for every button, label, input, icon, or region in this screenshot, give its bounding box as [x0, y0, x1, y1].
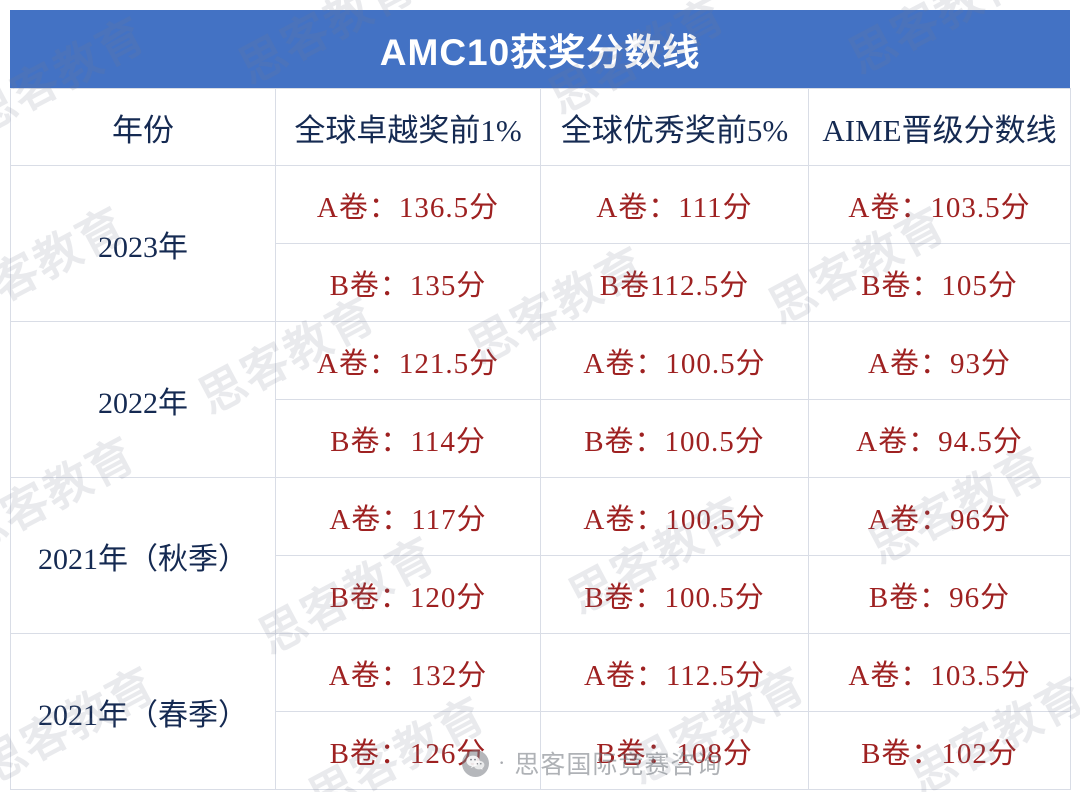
score-cell-distinction: B卷112.5分 — [540, 243, 809, 322]
table-row: 2023年 A卷：136.5分 A卷：111分 A卷：103.5分 — [10, 165, 1071, 322]
score-cell-aime: A卷：96分 — [808, 477, 1071, 556]
score-line-table: 年份 全球卓越奖前1% 全球优秀奖前5% AIME晋级分数线 2023年 A卷：… — [10, 88, 1071, 790]
score-cell-aime: A卷：94.5分 — [808, 399, 1071, 478]
page-title: AMC10获奖分数线 — [379, 32, 701, 73]
score-cell-distinction: B卷：100.5分 — [540, 555, 809, 634]
score-cell-excellence: B卷：114分 — [275, 399, 541, 478]
score-cell-excellence: A卷：132分 — [275, 633, 541, 712]
score-cell-aime: B卷：105分 — [808, 243, 1071, 322]
score-cell-excellence: B卷：126分 — [275, 711, 541, 790]
score-cell-aime: B卷：102分 — [808, 711, 1071, 790]
table-row: B卷：135分 B卷112.5分 B卷：105分 — [11, 243, 1071, 322]
score-cell-aime: A卷：103.5分 — [808, 165, 1071, 244]
table-header-row: 年份 全球卓越奖前1% 全球优秀奖前5% AIME晋级分数线 — [10, 88, 1071, 166]
table-row: 2022年 A卷：121.5分 A卷：100.5分 A卷：93分 — [10, 321, 1071, 478]
column-header-excellence: 全球卓越奖前1% — [275, 88, 541, 166]
score-cell-distinction: A卷：111分 — [540, 165, 809, 244]
year-label: 2022年 — [10, 321, 276, 478]
table-row: B卷：126分 B卷：108分 B卷：102分 — [11, 711, 1071, 790]
column-header-distinction: 全球优秀奖前5% — [540, 88, 809, 166]
column-header-aime: AIME晋级分数线 — [808, 88, 1071, 166]
score-cell-aime: B卷：96分 — [808, 555, 1071, 634]
score-cell-distinction: B卷：108分 — [540, 711, 809, 790]
score-cell-distinction: A卷：100.5分 — [540, 321, 809, 400]
score-cell-aime: A卷：93分 — [808, 321, 1071, 400]
column-header-year: 年份 — [10, 88, 276, 166]
score-cell-excellence: B卷：135分 — [275, 243, 541, 322]
score-cell-excellence: A卷：136.5分 — [275, 165, 541, 244]
title-banner: AMC10获奖分数线 — [10, 10, 1070, 88]
score-cell-aime: A卷：103.5分 — [808, 633, 1071, 712]
score-cell-distinction: B卷：100.5分 — [540, 399, 809, 478]
score-cell-distinction: A卷：112.5分 — [540, 633, 809, 712]
score-cell-excellence: A卷：117分 — [275, 477, 541, 556]
year-label: 2021年（秋季） — [10, 477, 276, 634]
table-row: 2021年（秋季） A卷：117分 A卷：100.5分 A卷：96分 — [10, 477, 1071, 634]
table-row: 2021年（春季） A卷：132分 A卷：112.5分 A卷：103.5分 — [10, 633, 1071, 790]
year-label: 2023年 — [10, 165, 276, 322]
table-row: B卷：120分 B卷：100.5分 B卷：96分 — [11, 555, 1071, 634]
score-cell-distinction: A卷：100.5分 — [540, 477, 809, 556]
score-cell-excellence: A卷：121.5分 — [275, 321, 541, 400]
year-label: 2021年（春季） — [10, 633, 276, 790]
score-cell-excellence: B卷：120分 — [275, 555, 541, 634]
